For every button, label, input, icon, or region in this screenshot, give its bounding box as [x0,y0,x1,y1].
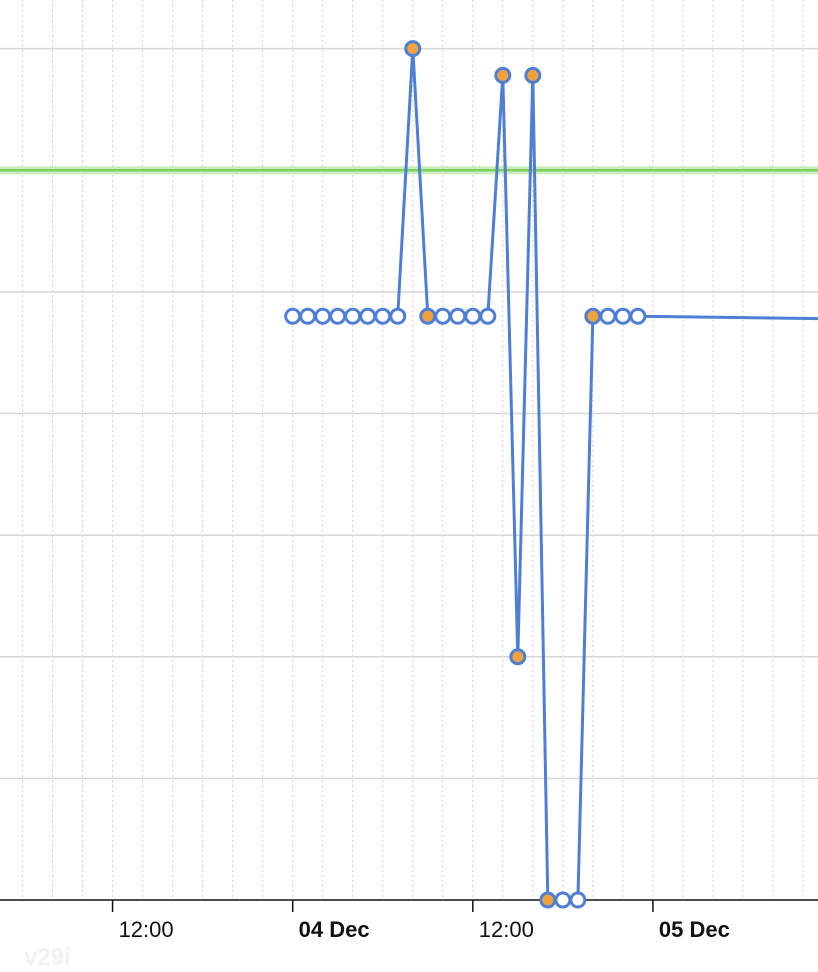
data-point [554,891,572,909]
data-point [314,307,332,325]
vertical-gridlines [22,0,804,900]
data-point [599,307,617,325]
series-layer [284,40,818,909]
data-point [374,307,392,325]
series-line [292,47,818,902]
x-tick-labels: 12:00 04 Dec 12:00 05 Dec [119,917,730,942]
alert-point [584,307,602,325]
x-tick-label: 05 Dec [659,917,730,942]
x-tick-label: 12:00 [479,917,534,942]
x-axis [0,899,818,912]
data-point [299,307,317,325]
data-point [389,307,407,325]
x-tick-label: 12:00 [119,917,174,942]
alert-point [509,648,527,666]
x-tick-label: 04 Dec [299,917,370,942]
horizontal-gridlines [0,47,818,780]
data-point [449,307,467,325]
watermark: v29i [24,944,71,971]
data-point [629,307,647,325]
data-point [284,307,302,325]
alert-point [494,66,512,84]
data-point [614,307,632,325]
data-point [359,307,377,325]
data-point [344,307,362,325]
alert-point [524,66,542,84]
data-point [434,307,452,325]
alert-point [404,40,422,58]
alert-point [419,307,437,325]
data-point [329,307,347,325]
data-point [464,307,482,325]
alert-point [539,891,557,909]
data-point [479,307,497,325]
data-point [569,891,587,909]
